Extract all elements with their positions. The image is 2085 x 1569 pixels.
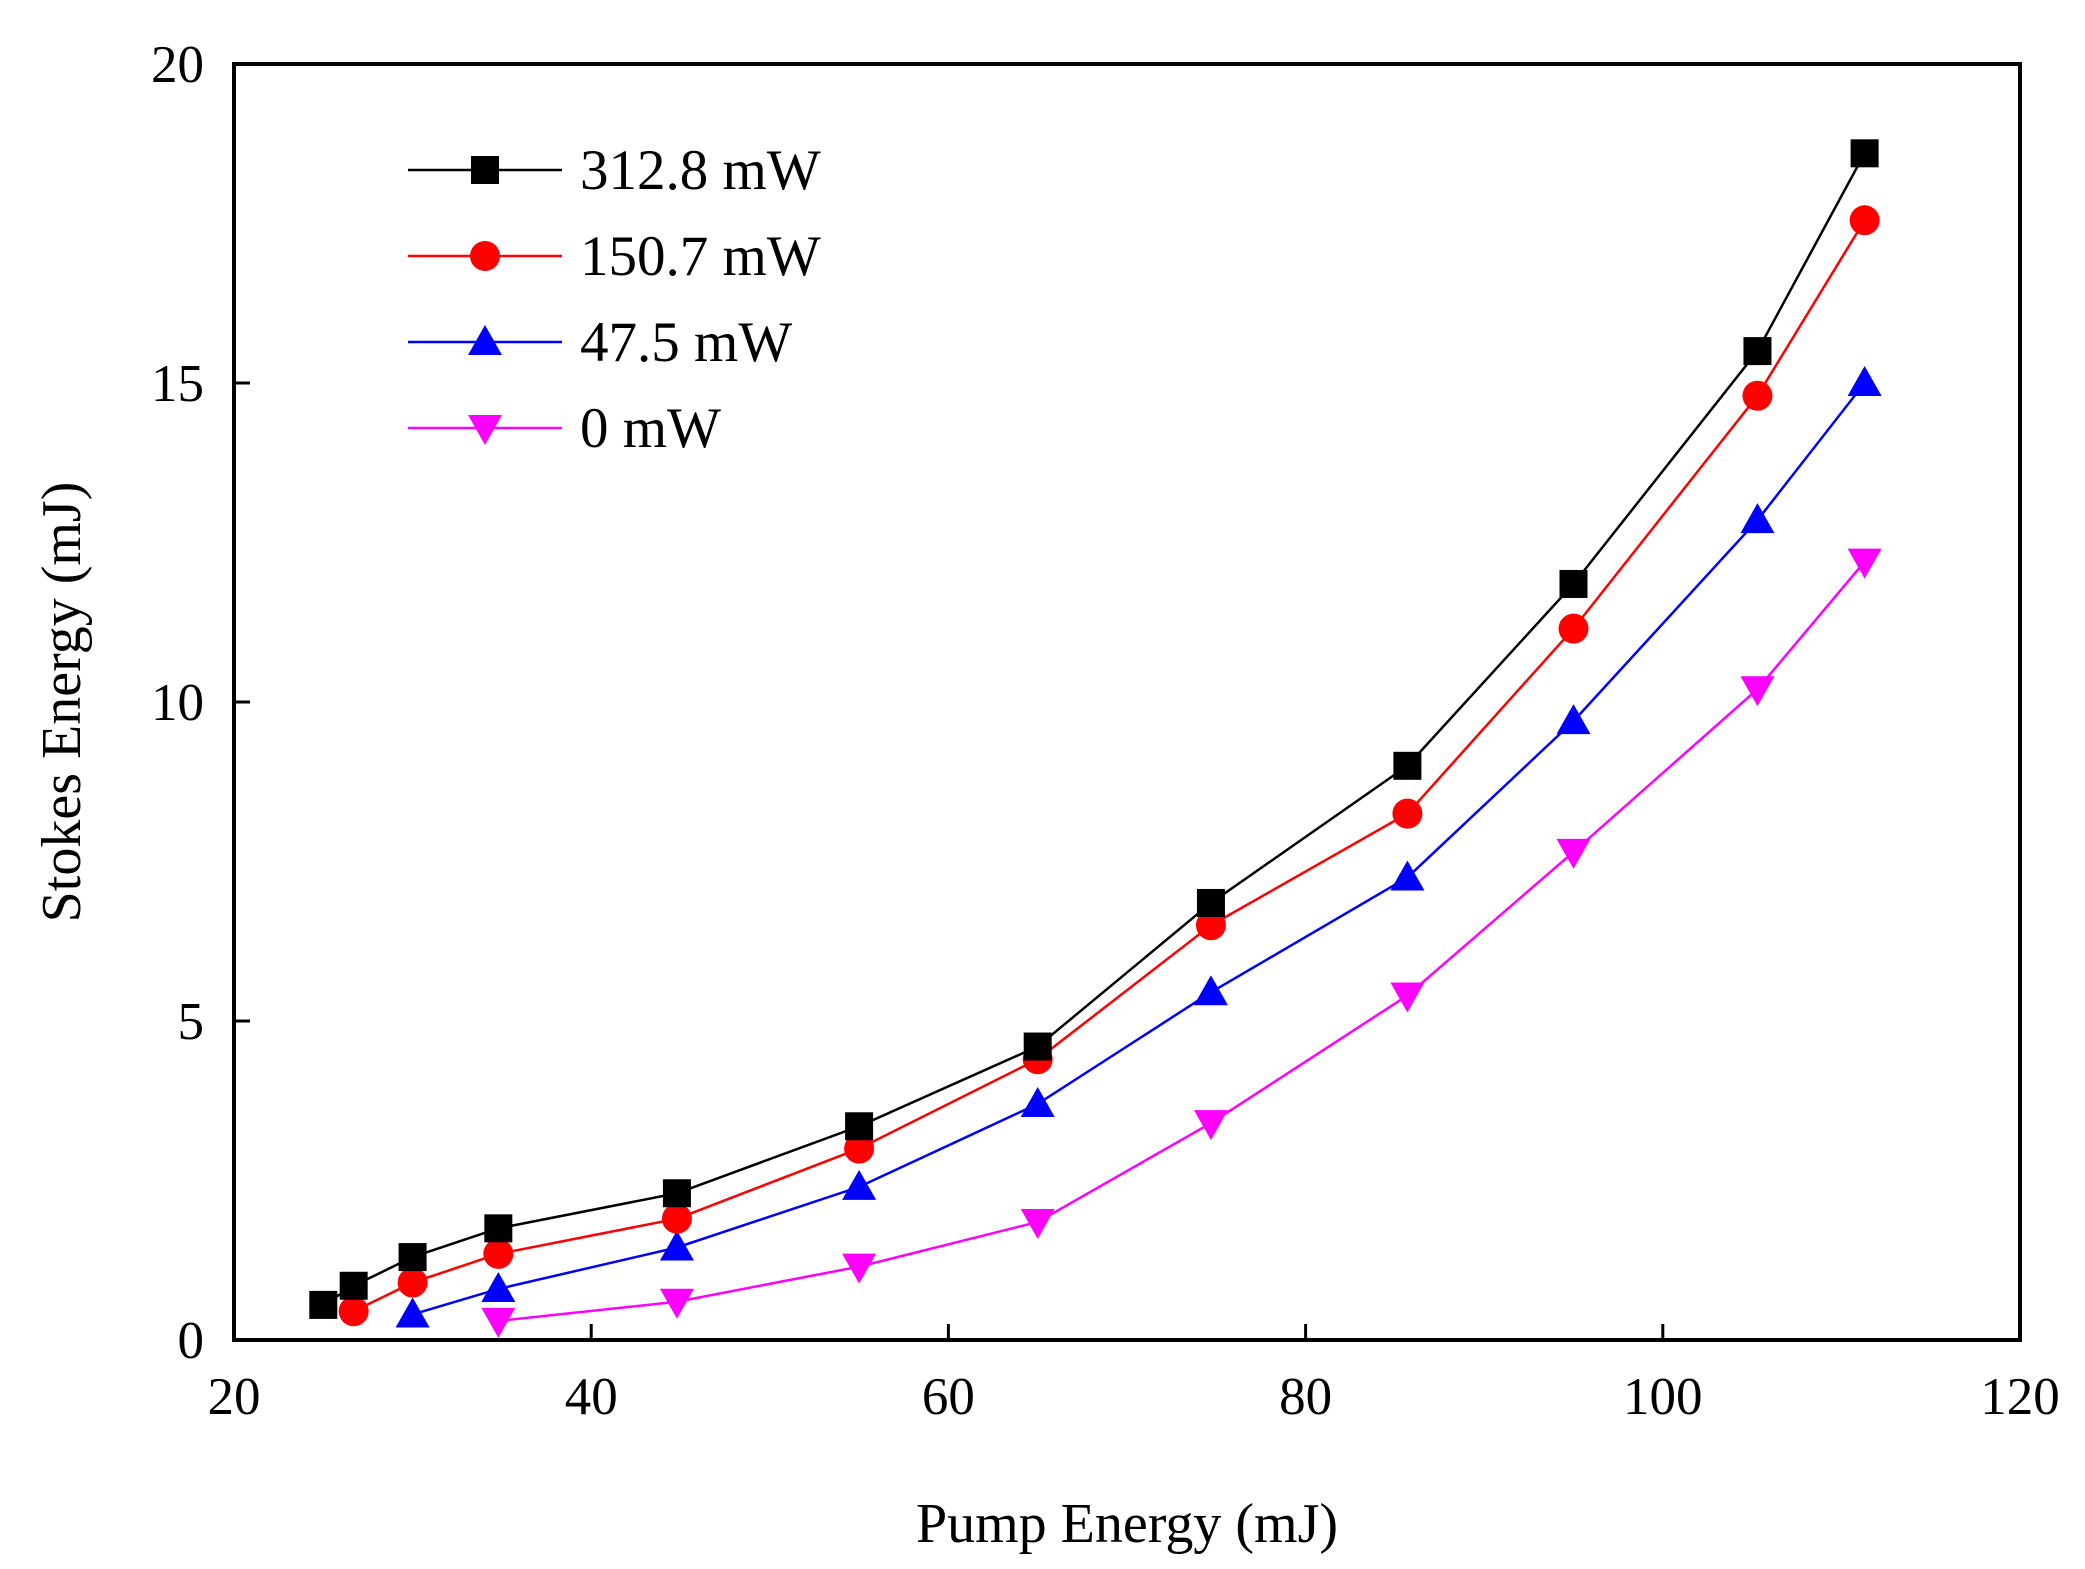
data-point bbox=[662, 1179, 691, 1208]
legend-item: 47.5 mW bbox=[408, 311, 792, 374]
data-point bbox=[339, 1271, 368, 1300]
data-point bbox=[309, 1290, 338, 1319]
data-point bbox=[1020, 1086, 1055, 1117]
data-point bbox=[845, 1112, 874, 1141]
data-point bbox=[1193, 1110, 1228, 1141]
x-tick-label: 20 bbox=[208, 1368, 261, 1426]
series-150-7-mw bbox=[338, 205, 1880, 1327]
data-point bbox=[1390, 982, 1425, 1013]
data-point bbox=[395, 1297, 430, 1328]
data-point bbox=[1193, 975, 1228, 1006]
x-axis-title: Pump Energy (mJ) bbox=[916, 1493, 1338, 1555]
data-point bbox=[1740, 503, 1775, 534]
data-point bbox=[1743, 337, 1772, 366]
data-point bbox=[1850, 139, 1879, 168]
series-0-mw bbox=[481, 548, 1882, 1338]
data-point bbox=[483, 1238, 514, 1269]
series-line bbox=[322, 152, 1866, 1306]
data-point bbox=[1020, 1208, 1055, 1239]
data-point bbox=[1559, 569, 1588, 598]
legend-marker bbox=[470, 241, 500, 271]
data-point bbox=[1556, 838, 1591, 869]
legend-label: 0 mW bbox=[580, 397, 721, 460]
data-point bbox=[1847, 548, 1882, 579]
legend: 312.8 mW 150.7 mW 47.5 mW 0 mW bbox=[408, 139, 821, 460]
data-point bbox=[1392, 798, 1423, 829]
series-47-5-mw bbox=[395, 366, 1882, 1328]
data-point bbox=[398, 1243, 427, 1272]
data-point bbox=[1847, 366, 1882, 396]
x-tick-label: 120 bbox=[1980, 1368, 2060, 1426]
y-tick-label: 15 bbox=[151, 355, 204, 413]
y-axis-title: Stokes Energy (mJ) bbox=[31, 482, 93, 923]
data-point bbox=[481, 1307, 516, 1338]
legend-marker bbox=[471, 156, 499, 184]
legend-marker bbox=[468, 325, 502, 355]
data-point bbox=[484, 1214, 513, 1243]
plot-frame bbox=[232, 62, 2022, 1342]
series-line bbox=[412, 382, 1866, 1316]
y-tick-label: 5 bbox=[178, 993, 205, 1051]
data-point bbox=[1556, 704, 1591, 735]
legend-item: 312.8 mW bbox=[408, 139, 821, 202]
data-point bbox=[481, 1271, 516, 1302]
x-tick-label: 60 bbox=[922, 1368, 975, 1426]
data-point bbox=[1023, 1032, 1052, 1061]
legend-item: 0 mW bbox=[408, 397, 721, 460]
data-point bbox=[1740, 676, 1775, 707]
series-layer bbox=[309, 139, 1882, 1338]
data-point bbox=[1195, 910, 1226, 941]
data-point bbox=[842, 1169, 877, 1200]
data-point bbox=[1390, 860, 1425, 891]
legend-label: 150.7 mW bbox=[580, 225, 821, 288]
series-312-8-mw bbox=[309, 139, 1879, 1319]
data-point bbox=[1558, 613, 1589, 644]
x-tick-label: 80 bbox=[1279, 1368, 1332, 1426]
y-tick-label: 20 bbox=[151, 36, 204, 94]
series-line bbox=[353, 219, 1866, 1313]
data-point bbox=[844, 1133, 875, 1164]
data-point bbox=[397, 1267, 428, 1298]
legend-label: 47.5 mW bbox=[580, 311, 792, 374]
axis-ticks: 20 40 60 80 100 120 0 5 10 15 20 bbox=[151, 36, 2060, 1426]
data-point bbox=[659, 1230, 694, 1261]
data-point bbox=[661, 1203, 692, 1234]
y-tick-label: 10 bbox=[151, 674, 204, 732]
legend-item: 150.7 mW bbox=[408, 225, 821, 288]
data-point bbox=[1742, 380, 1773, 411]
series-line bbox=[498, 560, 1866, 1323]
x-tick-label: 40 bbox=[565, 1368, 618, 1426]
data-point bbox=[1849, 205, 1880, 236]
data-point bbox=[1196, 888, 1225, 917]
legend-label: 312.8 mW bbox=[580, 139, 821, 202]
data-point bbox=[338, 1296, 369, 1327]
y-tick-label: 0 bbox=[178, 1312, 205, 1370]
data-point bbox=[659, 1288, 694, 1319]
legend-marker bbox=[468, 415, 502, 445]
data-point bbox=[842, 1253, 877, 1284]
data-point bbox=[1393, 751, 1422, 780]
x-tick-label: 100 bbox=[1623, 1368, 1703, 1426]
